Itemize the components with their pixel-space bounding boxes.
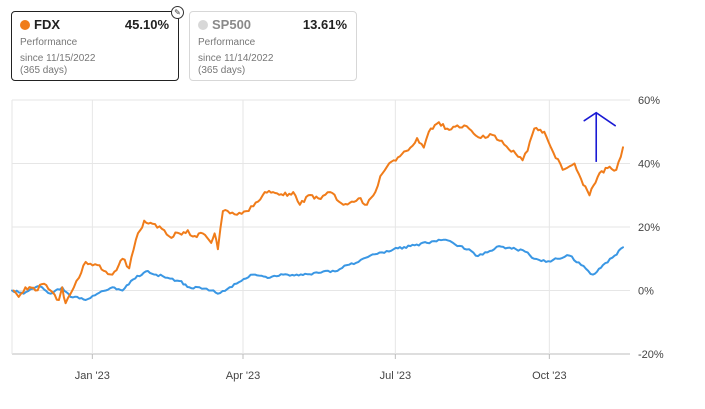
- y-tick-label: 20%: [638, 222, 660, 234]
- x-tick-label: Jan '23: [75, 370, 110, 382]
- y-tick-label: 60%: [638, 95, 660, 107]
- x-tick-label: Apr '23: [226, 370, 261, 382]
- fdx-since-date: since 11/15/2022: [20, 53, 96, 64]
- series-line-fdx: [12, 121, 624, 305]
- y-tick-label: 40%: [638, 159, 660, 171]
- sp500-performance-label: Performance: [198, 37, 256, 48]
- fdx-card[interactable]: FDX 45.10% Performance since 11/15/2022 …: [11, 6, 184, 81]
- sp500-period-days: (365 days): [198, 65, 246, 76]
- fdx-ticker: FDX: [34, 17, 60, 32]
- sp500-card[interactable]: SP500 13.61% Performance since 11/14/202…: [189, 11, 357, 81]
- sp500-color-dot: [198, 20, 208, 30]
- y-tick-label: 0%: [638, 286, 654, 298]
- fdx-performance-label: Performance: [20, 37, 78, 48]
- x-tick-label: Oct '23: [532, 370, 567, 382]
- fdx-period-days: (365 days): [20, 65, 68, 76]
- sp500-performance-value: 13.61%: [302, 17, 347, 32]
- annotation-arrow-head: [583, 111, 617, 127]
- y-tick-label: -20%: [638, 349, 664, 361]
- sp500-since-date: since 11/14/2022: [198, 53, 274, 64]
- x-tick-label: Jul '23: [380, 370, 411, 382]
- sp500-ticker: SP500: [212, 17, 252, 32]
- series-line-sp500: [11, 238, 624, 301]
- fdx-performance-value: 45.10%: [124, 17, 169, 32]
- fdx-color-dot: [20, 20, 30, 30]
- edit-icon[interactable]: ✎: [171, 6, 184, 19]
